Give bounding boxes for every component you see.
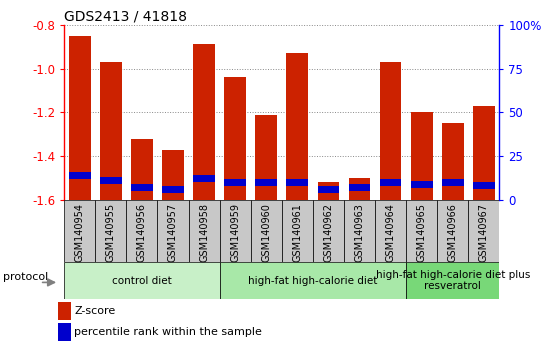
Bar [69,172,90,179]
Text: GSM140959: GSM140959 [230,203,240,262]
Bar [189,200,220,262]
Bar [442,179,464,186]
Bar [437,200,468,262]
Bar [64,200,95,262]
Text: GSM140967: GSM140967 [479,203,489,262]
Bar [131,184,153,191]
Bar [256,179,277,186]
Bar [286,179,308,186]
Bar [95,200,126,262]
Bar [69,36,90,200]
Bar [64,262,220,299]
Text: GSM140954: GSM140954 [75,203,85,262]
Text: GSM140955: GSM140955 [106,203,116,262]
Bar [473,182,495,189]
Bar [318,182,339,200]
Bar [162,150,184,200]
Text: GSM140961: GSM140961 [292,203,302,262]
Bar [379,62,402,200]
Bar [468,200,499,262]
Bar [473,106,495,200]
Text: GSM140964: GSM140964 [386,203,396,262]
Text: GSM140957: GSM140957 [168,203,178,262]
Bar [251,200,282,262]
Bar [57,302,71,320]
Text: GSM140958: GSM140958 [199,203,209,262]
Bar [406,200,437,262]
Bar [157,200,189,262]
Bar [162,186,184,193]
Bar [193,45,215,200]
Text: percentile rank within the sample: percentile rank within the sample [74,327,262,337]
Text: high-fat high-calorie diet plus
resveratrol: high-fat high-calorie diet plus resverat… [376,270,530,291]
Bar [406,262,499,299]
Bar [256,115,277,200]
Bar [375,200,406,262]
Bar [349,178,371,200]
Text: GSM140966: GSM140966 [448,203,458,262]
Bar [126,200,157,262]
Bar [220,200,251,262]
Bar [379,179,402,186]
Text: GSM140962: GSM140962 [324,203,334,262]
Text: GSM140965: GSM140965 [417,203,427,262]
Text: GSM140956: GSM140956 [137,203,147,262]
Bar [100,62,122,200]
Bar [442,123,464,200]
Text: GSM140960: GSM140960 [261,203,271,262]
Text: protocol: protocol [3,272,49,282]
Bar [224,77,246,200]
Text: control diet: control diet [112,275,172,286]
Bar [100,177,122,184]
Bar [411,112,432,200]
Bar [344,200,375,262]
Bar [349,184,371,191]
Bar [313,200,344,262]
Text: Z-score: Z-score [74,306,116,316]
Bar [282,200,313,262]
Bar [286,53,308,200]
Text: GSM140963: GSM140963 [354,203,364,262]
Bar [220,262,406,299]
Bar [318,186,339,193]
Text: high-fat high-calorie diet: high-fat high-calorie diet [248,275,378,286]
Bar [57,323,71,341]
Bar [224,179,246,186]
Bar [131,139,153,200]
Text: GDS2413 / 41818: GDS2413 / 41818 [64,10,187,24]
Bar [411,181,432,188]
Bar [193,176,215,182]
